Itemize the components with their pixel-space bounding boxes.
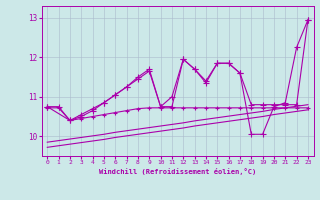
X-axis label: Windchill (Refroidissement éolien,°C): Windchill (Refroidissement éolien,°C) — [99, 168, 256, 175]
